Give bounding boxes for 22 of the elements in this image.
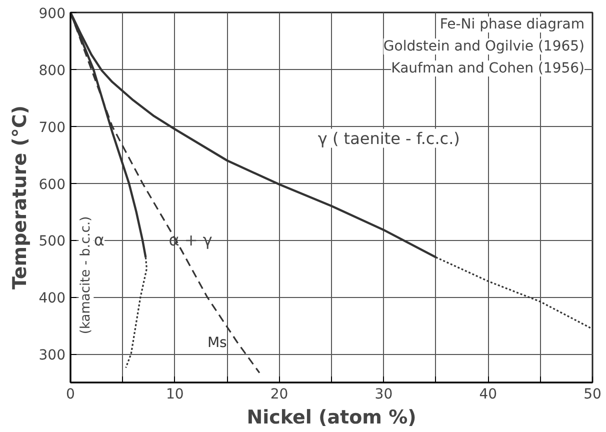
series-label: Ms [207, 334, 227, 351]
annotation: Kaufman and Cohen (1956) [391, 60, 585, 76]
y-tick-label: 500 [38, 234, 66, 250]
annotation: (kamacite - b.c.c.) [78, 216, 94, 334]
x-tick-label: 10 [166, 386, 184, 402]
annotation: Fe-Ni phase diagram [440, 16, 585, 32]
x-tick-label: 40 [479, 386, 498, 402]
y-tick-label: 700 [38, 120, 66, 136]
x-tick-label: 0 [66, 386, 75, 402]
x-axis-title: Nickel (atom %) [246, 406, 416, 428]
annotation: γ ( taenite - f.c.c.) [318, 128, 460, 148]
y-tick-label: 800 [38, 62, 66, 79]
annotation: α [94, 230, 104, 250]
y-tick-label: 600 [38, 176, 66, 193]
y-tick-label: 300 [38, 348, 66, 364]
x-tick-label: 50 [584, 386, 602, 402]
x-tick-label: 20 [270, 386, 288, 402]
y-tick-label: 400 [38, 290, 66, 307]
x-tick-label: 30 [374, 386, 393, 402]
annotation: Goldstein and Ogilvie (1965) [383, 38, 585, 54]
y-axis-title: Temperature (°C) [8, 105, 31, 290]
y-tick-label: 900 [38, 6, 66, 22]
